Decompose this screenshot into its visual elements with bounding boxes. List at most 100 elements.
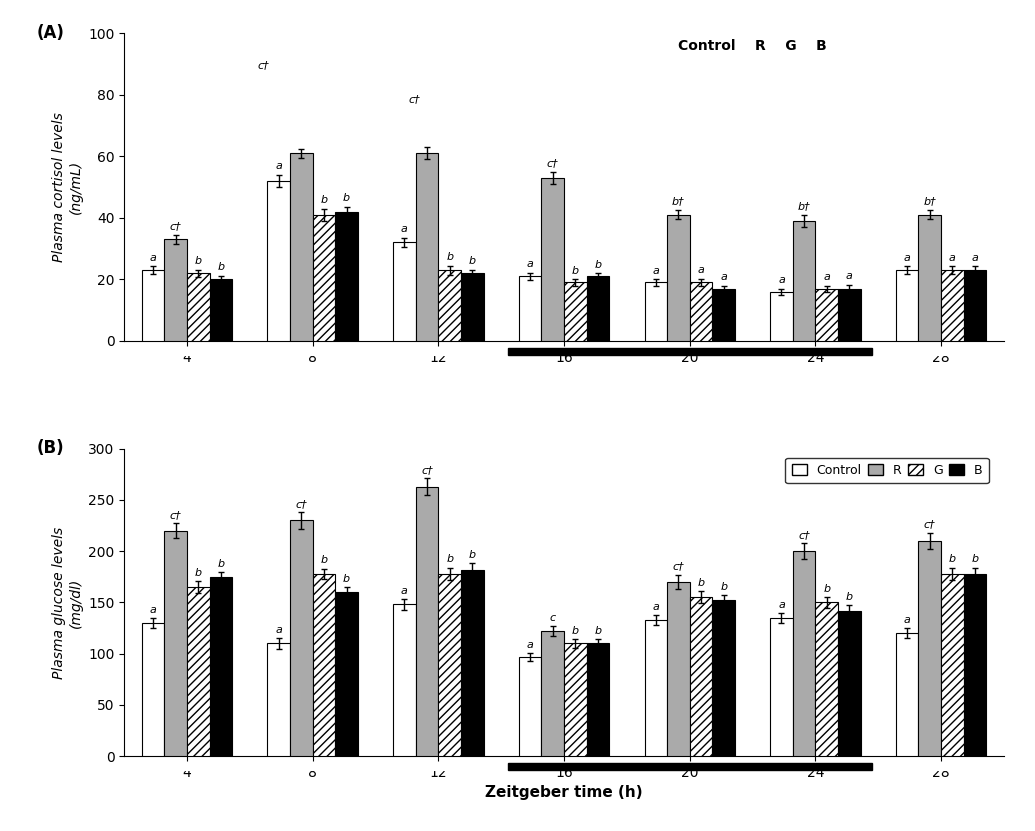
- Text: c†: c†: [673, 562, 684, 572]
- Text: a: a: [778, 275, 785, 285]
- Text: a: a: [778, 599, 785, 610]
- Text: a: a: [904, 253, 911, 263]
- Bar: [668, 582, 689, 756]
- Text: c†: c†: [421, 465, 433, 475]
- Bar: [130, 348, 998, 355]
- Text: c†: c†: [409, 94, 420, 104]
- Text: (B): (B): [36, 440, 64, 457]
- Bar: [519, 656, 541, 756]
- Bar: [507, 348, 871, 355]
- Bar: [142, 270, 165, 341]
- Bar: [267, 181, 290, 341]
- Text: c: c: [550, 613, 556, 623]
- Bar: [393, 243, 416, 341]
- Bar: [313, 214, 335, 341]
- Bar: [645, 283, 668, 341]
- Text: b: b: [446, 554, 453, 564]
- Text: a: a: [949, 253, 956, 263]
- Bar: [461, 569, 483, 756]
- Text: b†: b†: [672, 196, 685, 206]
- Bar: [439, 270, 461, 341]
- Text: b: b: [343, 574, 350, 584]
- Text: a: a: [846, 271, 853, 281]
- Text: b: b: [469, 256, 476, 266]
- Text: b: b: [949, 554, 956, 564]
- Text: b: b: [698, 578, 705, 588]
- Bar: [712, 600, 735, 756]
- Bar: [587, 276, 610, 341]
- Bar: [964, 270, 986, 341]
- Text: b: b: [217, 558, 225, 568]
- Text: c†: c†: [296, 499, 307, 509]
- Bar: [507, 764, 871, 770]
- Bar: [439, 573, 461, 756]
- Text: b: b: [195, 568, 202, 578]
- Text: c†: c†: [546, 158, 559, 168]
- Bar: [793, 221, 816, 341]
- Bar: [689, 283, 712, 341]
- Text: b: b: [720, 583, 728, 593]
- Bar: [335, 212, 358, 341]
- Text: b: b: [343, 194, 350, 204]
- Legend: Control, R, G, B: Control, R, G, B: [786, 458, 988, 484]
- Bar: [689, 597, 712, 756]
- Bar: [793, 551, 816, 756]
- Text: b†: b†: [798, 201, 810, 211]
- Bar: [564, 283, 587, 341]
- Text: a: a: [904, 615, 911, 625]
- Y-axis label: Plasma glucose levels
(mg/dl): Plasma glucose levels (mg/dl): [53, 526, 83, 679]
- Bar: [142, 623, 165, 756]
- Text: a: a: [972, 253, 978, 263]
- Text: b: b: [571, 266, 579, 276]
- Text: b: b: [321, 195, 328, 205]
- Bar: [210, 577, 232, 756]
- Text: b: b: [195, 256, 202, 266]
- Bar: [313, 573, 335, 756]
- Text: b: b: [846, 593, 853, 602]
- Text: a: a: [401, 586, 408, 596]
- Text: (A): (A): [36, 24, 64, 42]
- Text: b: b: [594, 259, 601, 269]
- Text: b: b: [571, 627, 579, 637]
- Bar: [918, 541, 941, 756]
- Text: a: a: [720, 272, 728, 282]
- Bar: [668, 214, 689, 341]
- Text: a: a: [275, 161, 283, 171]
- Text: b†: b†: [923, 196, 937, 206]
- Bar: [393, 604, 416, 756]
- Bar: [416, 153, 439, 341]
- Text: b: b: [321, 555, 328, 565]
- Text: a: a: [275, 625, 283, 635]
- Bar: [210, 279, 232, 341]
- X-axis label: Zeitgeber time (h): Zeitgeber time (h): [485, 785, 643, 800]
- Bar: [519, 276, 541, 341]
- Text: b: b: [823, 584, 830, 594]
- Bar: [964, 573, 986, 756]
- Bar: [541, 178, 564, 341]
- Bar: [335, 593, 358, 756]
- Text: a: a: [401, 224, 408, 234]
- Bar: [918, 214, 941, 341]
- Bar: [290, 520, 313, 756]
- Text: a: a: [823, 272, 830, 282]
- Text: c†: c†: [798, 530, 810, 540]
- Bar: [770, 292, 793, 341]
- Text: b: b: [446, 252, 453, 262]
- Bar: [816, 288, 838, 341]
- Bar: [896, 270, 918, 341]
- Bar: [165, 531, 187, 756]
- Bar: [290, 153, 313, 341]
- Text: b: b: [594, 627, 601, 637]
- Text: b: b: [972, 554, 979, 564]
- Bar: [816, 602, 838, 756]
- Text: Control    R    G    B: Control R G B: [678, 39, 827, 53]
- Bar: [838, 288, 861, 341]
- Bar: [838, 611, 861, 756]
- Text: a: a: [527, 259, 534, 269]
- Text: c†: c†: [170, 221, 181, 231]
- Text: b: b: [469, 550, 476, 560]
- Y-axis label: Plasma cortisol levels
(ng/mL): Plasma cortisol levels (ng/mL): [53, 112, 83, 262]
- Text: a: a: [527, 640, 534, 650]
- Bar: [416, 486, 439, 756]
- Bar: [461, 273, 483, 341]
